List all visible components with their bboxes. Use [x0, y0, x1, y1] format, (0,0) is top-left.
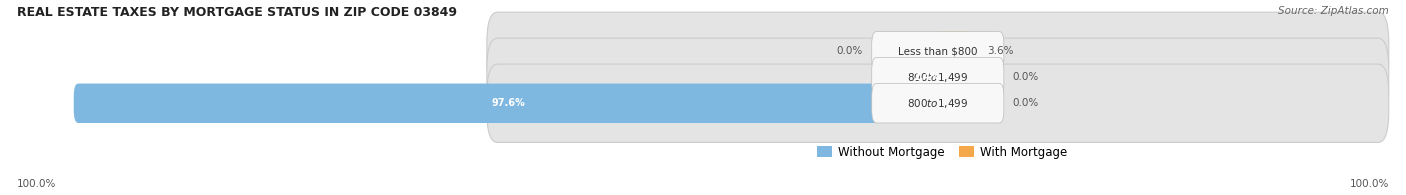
FancyBboxPatch shape [912, 58, 942, 97]
Text: REAL ESTATE TAXES BY MORTGAGE STATUS IN ZIP CODE 03849: REAL ESTATE TAXES BY MORTGAGE STATUS IN … [17, 6, 457, 19]
FancyBboxPatch shape [486, 38, 1389, 116]
Text: 0.0%: 0.0% [837, 46, 863, 56]
FancyBboxPatch shape [872, 83, 1004, 123]
Text: Source: ZipAtlas.com: Source: ZipAtlas.com [1278, 6, 1389, 16]
Text: 0.0%: 0.0% [1012, 98, 1039, 108]
Text: 3.6%: 3.6% [987, 46, 1014, 56]
Text: $800 to $1,499: $800 to $1,499 [907, 71, 969, 84]
FancyBboxPatch shape [934, 32, 974, 71]
Text: Less than $800: Less than $800 [898, 46, 977, 56]
FancyBboxPatch shape [73, 83, 942, 123]
Text: $800 to $1,499: $800 to $1,499 [907, 97, 969, 110]
FancyBboxPatch shape [872, 58, 1004, 97]
Text: 97.6%: 97.6% [491, 98, 524, 108]
FancyBboxPatch shape [486, 12, 1389, 90]
FancyBboxPatch shape [872, 32, 1004, 71]
Text: 100.0%: 100.0% [1350, 179, 1389, 189]
Text: 0.0%: 0.0% [1012, 72, 1039, 82]
FancyBboxPatch shape [486, 64, 1389, 143]
Text: 2.4%: 2.4% [914, 72, 941, 82]
Text: 100.0%: 100.0% [17, 179, 56, 189]
Legend: Without Mortgage, With Mortgage: Without Mortgage, With Mortgage [813, 141, 1073, 163]
